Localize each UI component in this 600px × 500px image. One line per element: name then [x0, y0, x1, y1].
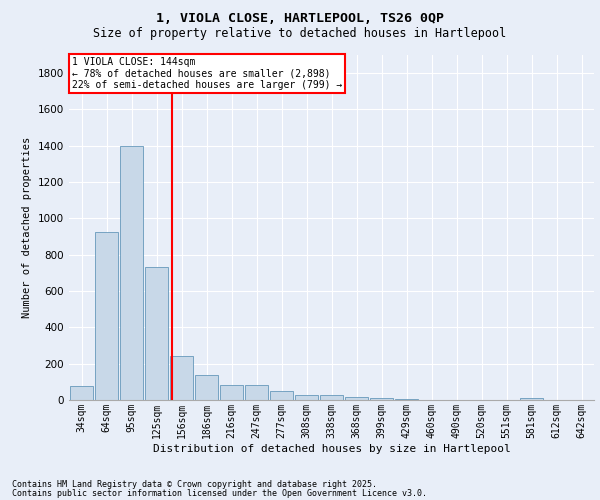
Bar — [170, 356, 193, 400]
Bar — [370, 398, 393, 400]
Bar — [395, 399, 418, 400]
X-axis label: Distribution of detached houses by size in Hartlepool: Distribution of detached houses by size … — [152, 444, 511, 454]
Bar — [70, 386, 93, 400]
Bar — [120, 146, 143, 400]
Bar — [195, 374, 218, 400]
Bar — [95, 232, 118, 400]
Text: 1, VIOLA CLOSE, HARTLEPOOL, TS26 0QP: 1, VIOLA CLOSE, HARTLEPOOL, TS26 0QP — [156, 12, 444, 26]
Text: Contains HM Land Registry data © Crown copyright and database right 2025.: Contains HM Land Registry data © Crown c… — [12, 480, 377, 489]
Text: Size of property relative to detached houses in Hartlepool: Size of property relative to detached ho… — [94, 28, 506, 40]
Y-axis label: Number of detached properties: Number of detached properties — [22, 137, 32, 318]
Bar — [270, 391, 293, 400]
Text: 1 VIOLA CLOSE: 144sqm
← 78% of detached houses are smaller (2,898)
22% of semi-d: 1 VIOLA CLOSE: 144sqm ← 78% of detached … — [71, 56, 342, 90]
Bar — [295, 394, 318, 400]
Text: Contains public sector information licensed under the Open Government Licence v3: Contains public sector information licen… — [12, 490, 427, 498]
Bar — [320, 396, 343, 400]
Bar — [345, 398, 368, 400]
Bar — [245, 386, 268, 400]
Bar — [520, 398, 543, 400]
Bar — [220, 384, 243, 400]
Bar — [145, 268, 168, 400]
